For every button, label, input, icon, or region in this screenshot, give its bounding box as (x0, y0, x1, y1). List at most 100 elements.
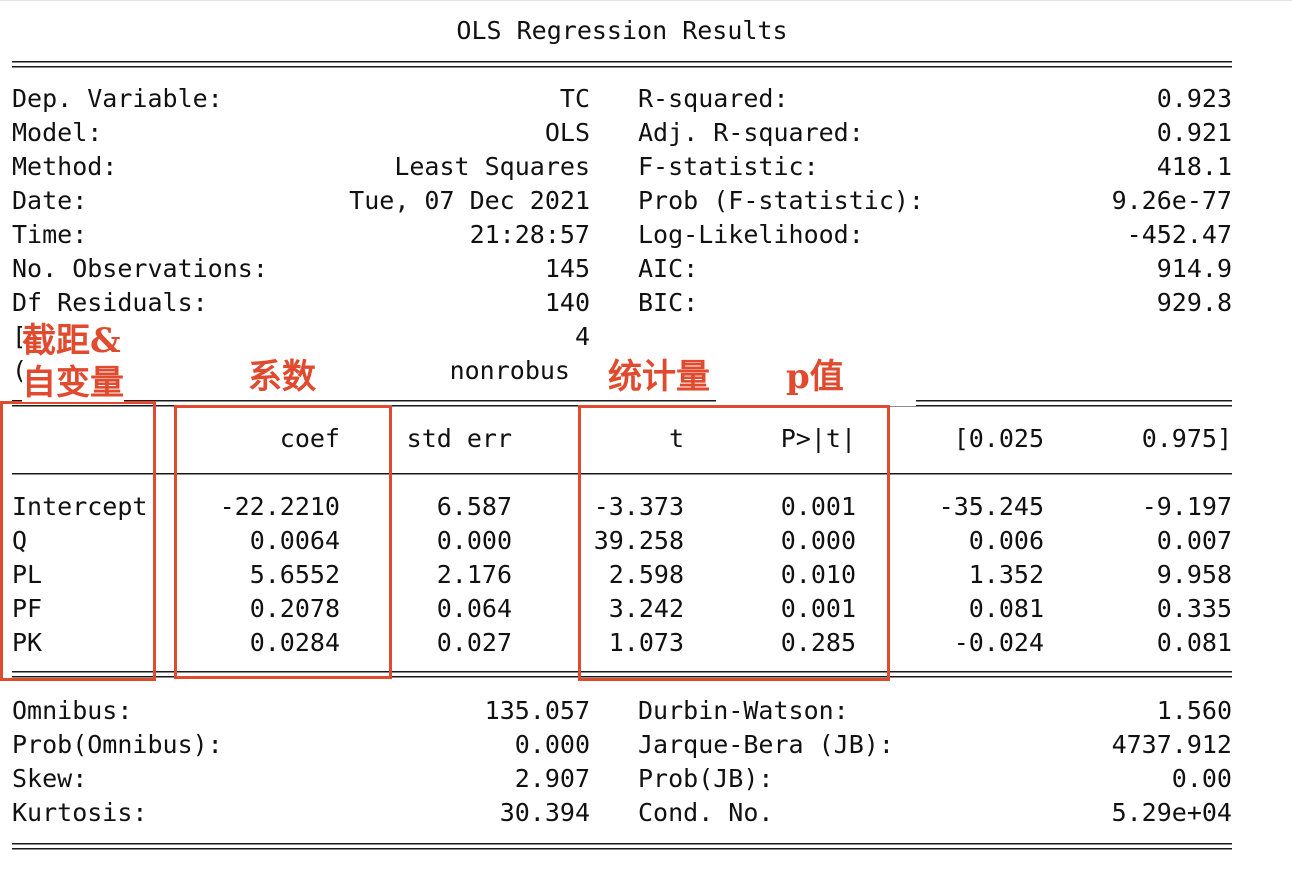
annotation-coefficient: 系数 (248, 357, 316, 397)
info-label: Df Residuals: (12, 288, 208, 317)
stat-label: F-statistic: (638, 152, 819, 181)
ci-high-value: 9.958 (1156, 560, 1232, 589)
stat-label: BIC: (638, 288, 699, 317)
stat-value: 0.923 (1156, 84, 1232, 113)
stat-value: 418.1 (1156, 152, 1232, 181)
single-separator (12, 467, 1232, 479)
stat-value: 5.29e+04 (1111, 798, 1232, 827)
ci-low-value: 0.081 (968, 594, 1044, 623)
col-header-ci-low: [0.025 (953, 424, 1044, 453)
std-err-value: 0.064 (436, 594, 512, 623)
coef-value: -22.2210 (219, 492, 340, 521)
info-value: 0.000 (514, 730, 590, 759)
stat-label: Durbin-Watson: (638, 696, 849, 725)
info-value: Least Squares (394, 152, 590, 181)
stat-label: Prob(JB): (638, 764, 774, 793)
info-label: Time: (12, 220, 88, 249)
stat-value: 9.26e-77 (1111, 186, 1232, 215)
info-value: 30.394 (499, 798, 590, 827)
stat-value: 929.8 (1156, 288, 1232, 317)
stat-label: Prob (F-statistic): (638, 186, 924, 215)
row-name: PK (12, 628, 43, 657)
report-title: OLS Regression Results (456, 16, 788, 45)
std-err-value: 0.000 (436, 526, 512, 555)
coef-value: 0.2078 (249, 594, 340, 623)
annotation-statistic: 统计量 (608, 357, 710, 397)
stat-value: 4737.912 (1111, 730, 1232, 759)
t-value: 39.258 (593, 526, 684, 555)
highlight-box-variables (0, 401, 156, 681)
stat-value: 914.9 (1156, 254, 1232, 283)
std-err-value: 2.176 (436, 560, 512, 589)
stat-label: Jarque-Bera (JB): (638, 730, 894, 759)
info-label: Omnibus: (12, 696, 133, 725)
ci-high-value: 0.335 (1156, 594, 1232, 623)
annotation-intercept: 截距& (22, 321, 121, 361)
info-label: No. Observations: (12, 254, 268, 283)
row-name: PL (12, 560, 43, 589)
info-value: 21:28:57 (469, 220, 590, 249)
double-separator (12, 840, 1232, 852)
row-name: Q (12, 526, 28, 555)
col-header-std-err: std err (406, 424, 512, 453)
coef-value: 0.0284 (249, 628, 340, 657)
col-header-ci-high: 0.975] (1141, 424, 1232, 453)
info-label: Method: (12, 152, 118, 181)
info-value: nonrobus (449, 356, 570, 385)
t-value: 2.598 (608, 560, 684, 589)
ci-high-value: -9.197 (1141, 492, 1232, 521)
ci-low-value: -35.245 (938, 492, 1044, 521)
p-value: 0.010 (780, 560, 856, 589)
ci-low-value: 0.006 (968, 526, 1044, 555)
info-label: Skew: (12, 764, 88, 793)
info-label: Date: (12, 186, 88, 215)
annotation-pvalue: p值 (786, 357, 844, 397)
info-label: Kurtosis: (12, 798, 148, 827)
highlight-box-t-p (578, 405, 890, 681)
info-value: OLS (544, 118, 590, 147)
stat-value: 0.00 (1171, 764, 1232, 793)
annotation-variables: 自变量 (22, 363, 124, 403)
top-border (0, 0, 1292, 1)
info-label: Prob(Omnibus): (12, 730, 223, 759)
t-value: -3.373 (593, 492, 684, 521)
info-value: 2.907 (514, 764, 590, 793)
info-value: 4 (574, 322, 590, 351)
info-value: Tue, 07 Dec 2021 (349, 186, 590, 215)
stat-value: 0.921 (1156, 118, 1232, 147)
p-value: 0.285 (780, 628, 856, 657)
col-header-coef: coef (279, 424, 340, 453)
t-value: 3.242 (608, 594, 684, 623)
coef-value: 0.0064 (249, 526, 340, 555)
stat-label: Cond. No. (638, 798, 774, 827)
t-value: 1.073 (608, 628, 684, 657)
ci-high-value: 0.007 (1156, 526, 1232, 555)
info-value: 135.057 (484, 696, 590, 725)
ci-low-value: 1.352 (968, 560, 1044, 589)
row-name: Intercept (12, 492, 148, 521)
info-label: Dep. Variable: (12, 84, 223, 113)
double-separator (12, 58, 1232, 70)
coef-value: 5.6552 (249, 560, 340, 589)
stat-value: -452.47 (1126, 220, 1232, 249)
col-header-p: P>|t| (780, 424, 856, 453)
info-value: TC (559, 84, 590, 113)
erased-patch (716, 392, 916, 406)
p-value: 0.001 (780, 492, 856, 521)
p-value: 0.001 (780, 594, 856, 623)
stat-label: Log-Likelihood: (638, 220, 864, 249)
stat-label: R-squared: (638, 84, 789, 113)
stat-label: Adj. R-squared: (638, 118, 864, 147)
ci-high-value: 0.081 (1156, 628, 1232, 657)
col-header-t: t (668, 424, 684, 453)
stat-value: 1.560 (1156, 696, 1232, 725)
info-label: Model: (12, 118, 103, 147)
ci-low-value: -0.024 (953, 628, 1044, 657)
info-value: 140 (544, 288, 590, 317)
row-name: PF (12, 594, 43, 623)
info-value: 145 (544, 254, 590, 283)
std-err-value: 6.587 (436, 492, 512, 521)
highlight-box-coef (174, 405, 392, 679)
p-value: 0.000 (780, 526, 856, 555)
std-err-value: 0.027 (436, 628, 512, 657)
